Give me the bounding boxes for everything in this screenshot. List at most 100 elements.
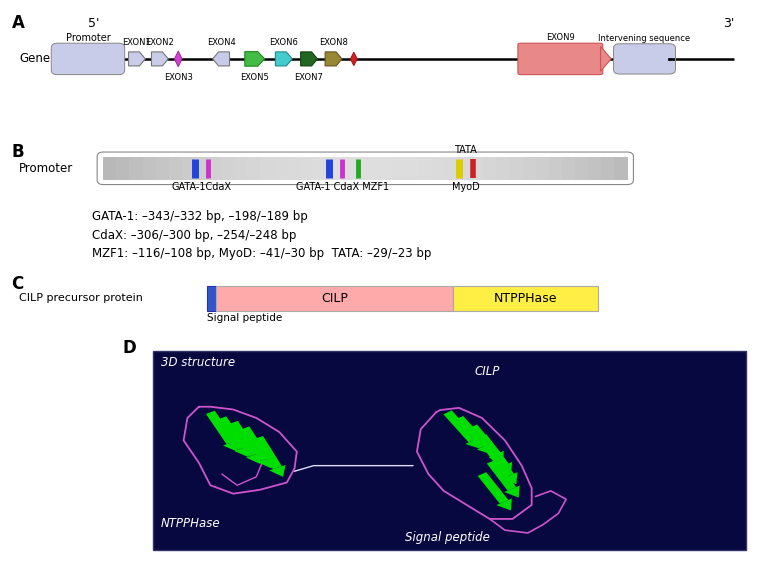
- Polygon shape: [468, 425, 500, 456]
- Polygon shape: [213, 52, 230, 66]
- Polygon shape: [275, 52, 292, 66]
- FancyBboxPatch shape: [326, 157, 340, 180]
- Polygon shape: [151, 52, 168, 66]
- FancyBboxPatch shape: [444, 157, 457, 180]
- Polygon shape: [217, 416, 247, 450]
- FancyBboxPatch shape: [392, 157, 405, 180]
- Polygon shape: [489, 451, 504, 463]
- FancyBboxPatch shape: [129, 157, 143, 180]
- Polygon shape: [504, 486, 519, 498]
- Polygon shape: [444, 410, 477, 443]
- Text: CILP: CILP: [321, 292, 348, 305]
- FancyBboxPatch shape: [313, 157, 327, 180]
- Polygon shape: [301, 52, 317, 66]
- Text: MyoD: MyoD: [452, 182, 480, 192]
- FancyBboxPatch shape: [365, 157, 379, 180]
- Text: TATA: TATA: [454, 145, 477, 155]
- FancyBboxPatch shape: [549, 157, 562, 180]
- Polygon shape: [496, 462, 512, 474]
- Text: C: C: [11, 275, 24, 293]
- Text: Promoter: Promoter: [19, 162, 73, 175]
- Text: EXON4: EXON4: [207, 38, 236, 47]
- Polygon shape: [487, 460, 516, 490]
- Text: EXON2: EXON2: [145, 38, 174, 47]
- Text: D: D: [122, 339, 136, 357]
- FancyBboxPatch shape: [509, 157, 523, 180]
- Text: GATA-1CdaX: GATA-1CdaX: [171, 182, 231, 192]
- Polygon shape: [254, 436, 282, 469]
- Polygon shape: [465, 437, 480, 449]
- FancyBboxPatch shape: [287, 157, 301, 180]
- Polygon shape: [350, 52, 357, 66]
- FancyBboxPatch shape: [562, 157, 575, 180]
- FancyBboxPatch shape: [169, 157, 183, 180]
- Text: GATA-1: –343/–332 bp, –198/–189 bp: GATA-1: –343/–332 bp, –198/–189 bp: [92, 210, 308, 223]
- Polygon shape: [269, 465, 285, 477]
- Polygon shape: [206, 411, 236, 444]
- FancyBboxPatch shape: [575, 157, 589, 180]
- FancyBboxPatch shape: [496, 157, 510, 180]
- Text: EXON5: EXON5: [240, 73, 269, 82]
- Text: NTPPHase: NTPPHase: [493, 292, 558, 305]
- Polygon shape: [477, 434, 509, 467]
- FancyBboxPatch shape: [195, 157, 209, 180]
- Polygon shape: [477, 443, 492, 454]
- FancyBboxPatch shape: [300, 157, 314, 180]
- FancyBboxPatch shape: [182, 157, 196, 180]
- FancyBboxPatch shape: [153, 351, 746, 550]
- FancyBboxPatch shape: [352, 157, 366, 180]
- FancyBboxPatch shape: [614, 157, 628, 180]
- FancyBboxPatch shape: [51, 43, 125, 75]
- FancyBboxPatch shape: [247, 157, 261, 180]
- Polygon shape: [223, 440, 239, 452]
- Text: A: A: [11, 14, 24, 32]
- Polygon shape: [246, 452, 262, 464]
- FancyBboxPatch shape: [234, 157, 248, 180]
- FancyBboxPatch shape: [614, 44, 675, 74]
- Polygon shape: [258, 457, 274, 468]
- Text: CILP precursor protein: CILP precursor protein: [19, 293, 143, 304]
- Polygon shape: [234, 445, 250, 457]
- Text: Gene: Gene: [19, 52, 50, 66]
- Text: 5': 5': [88, 17, 99, 30]
- Polygon shape: [455, 416, 488, 448]
- Text: B: B: [11, 143, 24, 161]
- Text: Intervening sequence: Intervening sequence: [598, 34, 690, 43]
- FancyBboxPatch shape: [601, 157, 615, 180]
- Polygon shape: [477, 472, 509, 504]
- FancyBboxPatch shape: [274, 157, 288, 180]
- Text: Promoter: Promoter: [66, 33, 110, 43]
- FancyBboxPatch shape: [518, 43, 603, 75]
- FancyBboxPatch shape: [470, 157, 484, 180]
- FancyBboxPatch shape: [483, 157, 497, 180]
- FancyBboxPatch shape: [260, 157, 275, 180]
- FancyBboxPatch shape: [116, 157, 130, 180]
- FancyBboxPatch shape: [431, 157, 444, 180]
- FancyBboxPatch shape: [339, 157, 353, 180]
- FancyBboxPatch shape: [379, 157, 392, 180]
- Polygon shape: [129, 52, 145, 66]
- Text: MZF1: –116/–108 bp, MyoD: –41/–30 bp  TATA: –29/–23 bp: MZF1: –116/–108 bp, MyoD: –41/–30 bp TAT…: [92, 247, 431, 260]
- FancyBboxPatch shape: [103, 157, 117, 180]
- Polygon shape: [174, 51, 182, 67]
- Polygon shape: [601, 47, 611, 71]
- FancyBboxPatch shape: [207, 286, 216, 311]
- FancyBboxPatch shape: [536, 157, 549, 180]
- FancyBboxPatch shape: [457, 157, 470, 180]
- Polygon shape: [240, 426, 270, 461]
- FancyBboxPatch shape: [216, 286, 453, 311]
- Text: CILP: CILP: [474, 365, 500, 378]
- Text: NTPPHase: NTPPHase: [161, 517, 220, 530]
- Text: Signal peptide: Signal peptide: [207, 313, 282, 323]
- Text: EXON1: EXON1: [122, 38, 151, 47]
- FancyBboxPatch shape: [208, 157, 222, 180]
- FancyBboxPatch shape: [405, 157, 418, 180]
- Polygon shape: [502, 472, 517, 484]
- Text: 3': 3': [723, 17, 734, 30]
- Text: GATA-1 CdaX MZF1: GATA-1 CdaX MZF1: [296, 182, 389, 192]
- Text: EXON7: EXON7: [295, 73, 324, 82]
- Text: EXON6: EXON6: [269, 38, 298, 47]
- Text: CdaX: –306/–300 bp, –254/–248 bp: CdaX: –306/–300 bp, –254/–248 bp: [92, 229, 296, 242]
- Text: EXON8: EXON8: [319, 38, 348, 47]
- Text: EXON3: EXON3: [164, 73, 193, 82]
